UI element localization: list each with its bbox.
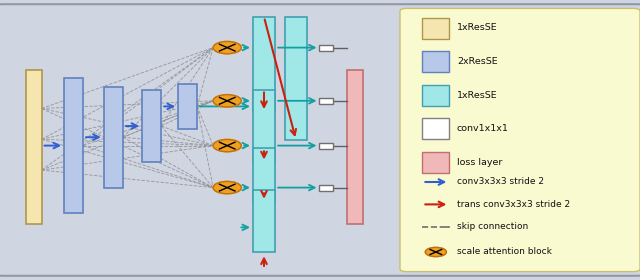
Circle shape: [213, 41, 241, 54]
Bar: [422, 152, 449, 173]
Circle shape: [213, 95, 241, 107]
Text: 1xResSE: 1xResSE: [457, 24, 497, 32]
Bar: [142, 90, 161, 162]
Circle shape: [213, 139, 241, 152]
Text: conv1x1x1: conv1x1x1: [457, 124, 509, 133]
Text: 1xResSE: 1xResSE: [457, 91, 497, 100]
FancyBboxPatch shape: [0, 4, 640, 276]
Bar: [422, 17, 449, 39]
Bar: [422, 118, 449, 139]
Circle shape: [425, 248, 447, 256]
Bar: [347, 70, 363, 224]
Bar: [178, 84, 197, 129]
Bar: [319, 98, 333, 104]
Bar: [422, 51, 449, 72]
Bar: [253, 190, 275, 252]
Bar: [26, 70, 42, 224]
Bar: [253, 17, 275, 112]
Bar: [319, 143, 333, 149]
Bar: [253, 148, 275, 202]
Text: 2xResSE: 2xResSE: [457, 57, 497, 66]
Bar: [319, 185, 333, 191]
Bar: [253, 90, 275, 162]
Text: conv3x3x3 stride 2: conv3x3x3 stride 2: [457, 178, 544, 186]
Bar: [64, 78, 83, 213]
Bar: [285, 17, 307, 140]
Bar: [319, 45, 333, 51]
Bar: [104, 87, 123, 188]
Text: skip connection: skip connection: [457, 222, 528, 231]
Text: scale attention block: scale attention block: [457, 248, 552, 256]
FancyBboxPatch shape: [400, 8, 640, 272]
Bar: [422, 85, 449, 106]
Circle shape: [213, 181, 241, 194]
Text: loss layer: loss layer: [457, 158, 502, 167]
Text: trans conv3x3x3 stride 2: trans conv3x3x3 stride 2: [457, 200, 570, 209]
